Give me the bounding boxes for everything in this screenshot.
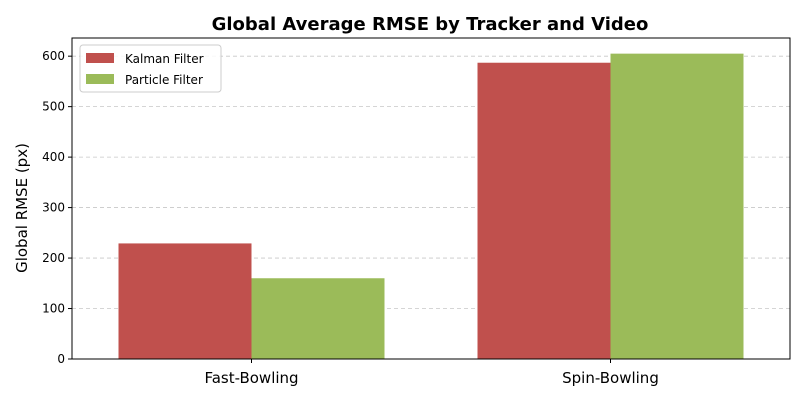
legend-label: Kalman Filter	[125, 52, 204, 66]
x-tick-label: Fast-Bowling	[204, 369, 298, 387]
plot-frame	[71, 37, 791, 360]
chart-title: Global Average RMSE by Tracker and Video	[212, 14, 649, 35]
ticks-layer: 0 100 200 300 400 500 600 Fast-Bowling Spin-Bowl…	[42, 49, 659, 387]
legend-label: Particle Filter	[125, 73, 203, 87]
axes-layer	[71, 37, 791, 360]
legend-box	[79, 44, 222, 93]
y-axis-label: Global RMSE (px)	[13, 143, 31, 273]
legend-swatch	[86, 74, 114, 84]
bar-particle-filter-fast-bowling	[251, 278, 385, 359]
bar-kalman-filter-fast-bowling	[118, 243, 252, 359]
legend-swatch	[86, 53, 114, 63]
y-tick-label: 600	[42, 49, 65, 63]
y-tick-label: 400	[42, 150, 65, 164]
x-tick-label: Spin-Bowling	[562, 369, 659, 387]
y-tick-label: 100	[42, 302, 65, 316]
y-tick-label: 500	[42, 100, 65, 114]
y-tick-label: 200	[42, 251, 65, 265]
y-tick-label: 0	[57, 352, 65, 366]
legend: Kalman Filter Particle Filter	[79, 44, 222, 93]
bars-layer	[118, 53, 744, 359]
bar-particle-filter-spin-bowling	[610, 53, 744, 359]
y-tick-label: 300	[42, 201, 65, 215]
bar-kalman-filter-spin-bowling	[477, 62, 611, 359]
